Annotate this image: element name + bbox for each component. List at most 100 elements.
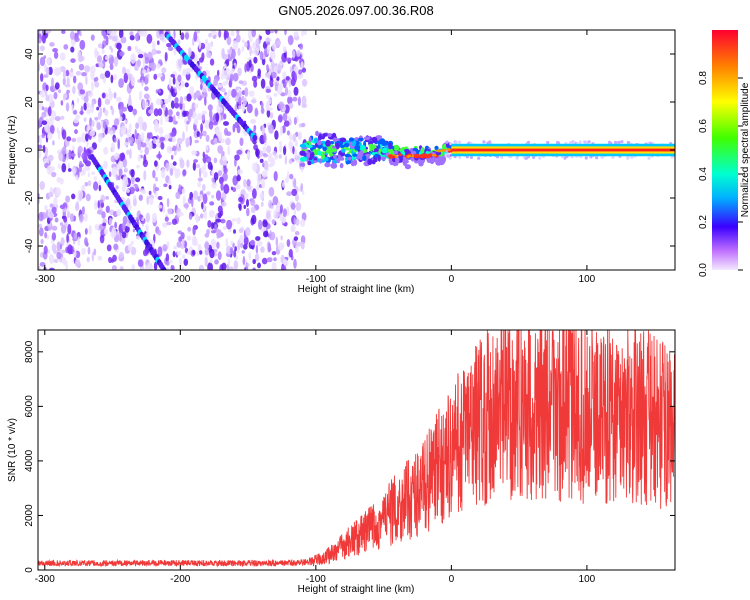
heatmap-noise-cell: [117, 161, 123, 172]
heatmap-noise-cell: [282, 46, 287, 53]
heatmap-noise-cell: [142, 159, 148, 168]
heatmap-noise-cell: [236, 149, 243, 155]
heatmap-noise-cell: [263, 132, 267, 143]
heatmap-noise-cell: [148, 190, 152, 196]
heatmap-noise-cell: [77, 236, 81, 246]
heatmap-noise-cell: [39, 262, 46, 267]
heatmap-noise-cell: [130, 240, 134, 245]
heatmap-noise-cell: [143, 56, 150, 64]
heatmap-noise-cell: [224, 127, 228, 136]
heatmap-noise-cell: [279, 143, 283, 153]
heatmap-noise-cell: [49, 267, 55, 270]
heatmap-noise-cell: [50, 110, 57, 121]
heatmap-noise-cell: [164, 216, 169, 222]
heatmap-ytick-label: 20: [24, 96, 35, 108]
heatmap-noise-cell: [266, 211, 271, 219]
heatmap-noise-cell: [266, 108, 271, 118]
heatmap-noise-cell: [140, 132, 145, 143]
heatmap-noise-cell: [154, 160, 158, 167]
heatmap-noise-cell: [262, 146, 267, 153]
heatmap-carrier-cell: [313, 160, 318, 164]
heatmap-noise-cell: [191, 197, 194, 208]
heatmap-noise-cell: [167, 109, 173, 117]
heatmap-noise-cell: [73, 251, 77, 257]
heatmap-noise-cell: [251, 75, 258, 82]
heatmap-noise-cell: [293, 31, 299, 38]
heatmap-noise-cell: [73, 118, 79, 124]
heatmap-noise-cell: [288, 133, 293, 141]
snr-ytick-label: 8000: [24, 340, 35, 363]
heatmap-noise-cell: [123, 141, 129, 147]
heatmap-noise-cell: [39, 181, 45, 190]
heatmap-carrier-cell: [317, 140, 322, 146]
heatmap-noise-cell: [271, 261, 277, 270]
heatmap-noise-cell: [144, 146, 149, 155]
heatmap-halo-cell: [613, 140, 618, 144]
heatmap-noise-cell: [234, 104, 238, 112]
heatmap-noise-cell: [183, 258, 189, 266]
heatmap-noise-cell: [169, 259, 173, 264]
heatmap-noise-cell: [250, 119, 256, 124]
heatmap-noise-cell: [65, 260, 68, 270]
heatmap-noise-cell: [38, 223, 43, 229]
heatmap-noise-cell: [78, 214, 84, 223]
heatmap-noise-cell: [214, 259, 219, 265]
heatmap-noise-cell: [280, 92, 286, 97]
heatmap-noise-cell: [113, 243, 119, 251]
heatmap-noise-cell: [261, 125, 265, 136]
heatmap-noise-cell: [223, 184, 230, 194]
heatmap-noise-cell: [234, 121, 239, 129]
heatmap-noise-cell: [172, 115, 176, 125]
heatmap-noise-cell: [62, 69, 67, 79]
heatmap-noise-cell: [288, 79, 292, 87]
heatmap-carrier-cell: [340, 148, 346, 153]
heatmap-noise-cell: [76, 231, 81, 240]
heatmap-noise-cell: [118, 101, 124, 110]
heatmap-noise-cell: [52, 140, 55, 146]
heatmap-noise-cell: [187, 250, 191, 256]
heatmap-noise-cell: [174, 102, 180, 109]
heatmap-noise-cell: [266, 64, 269, 72]
heatmap-noise-cell: [162, 222, 168, 228]
heatmap-carrier-cell: [324, 156, 329, 162]
heatmap-noise-cell: [140, 75, 145, 83]
heatmap-noise-cell: [72, 167, 76, 177]
heatmap-noise-cell: [154, 122, 160, 133]
heatmap-noise-cell: [118, 168, 123, 177]
heatmap-noise-cell: [117, 139, 120, 150]
heatmap-noise-cell: [151, 143, 157, 149]
heatmap-noise-cell: [177, 58, 182, 68]
heatmap-carrier-cell: [340, 144, 345, 148]
heatmap-noise-cell: [182, 195, 186, 206]
heatmap-noise-cell: [220, 218, 226, 224]
heatmap-noise-cell: [255, 236, 261, 241]
heatmap-noise-cell: [228, 266, 234, 270]
colorbar: 0.0 0.2 0.4 0.6 0.8 Normalized spectral ampl…: [698, 30, 750, 277]
heatmap-noise-cell: [89, 129, 95, 137]
snr-xlabel: Height of straight line (km): [298, 584, 415, 595]
heatmap-noise-cell: [106, 244, 112, 252]
heatmap-noise-cell: [44, 232, 48, 239]
heatmap-noise-cell: [271, 42, 277, 51]
heatmap-noise-cell: [203, 210, 208, 220]
heatmap-noise-cell: [157, 40, 160, 45]
heatmap-noise-cell: [199, 57, 204, 63]
heatmap-noise-cell: [294, 149, 298, 159]
heatmap-noise-cell: [76, 97, 80, 104]
heatmap-noise-cell: [66, 210, 71, 219]
heatmap-noise-cell: [41, 111, 47, 118]
heatmap-noise-cell: [278, 154, 282, 159]
heatmap-noise-cell: [63, 44, 69, 50]
heatmap-carrier-cell: [319, 158, 323, 164]
heatmap-noise-cell: [81, 206, 85, 215]
heatmap-noise-cell: [86, 102, 91, 109]
heatmap-noise-cell: [48, 66, 53, 76]
heatmap-noise-cell: [278, 114, 283, 123]
snr-ylabel: SNR (10 * v/v): [7, 418, 18, 482]
heatmap-carrier-cell: [388, 142, 393, 150]
heatmap-noise-cell: [213, 78, 218, 86]
heatmap-xtick-label: 0: [449, 274, 455, 285]
heatmap-noise-cell: [124, 225, 130, 233]
heatmap-carrier-cell: [357, 137, 364, 142]
heatmap-noise-cell: [187, 226, 192, 232]
